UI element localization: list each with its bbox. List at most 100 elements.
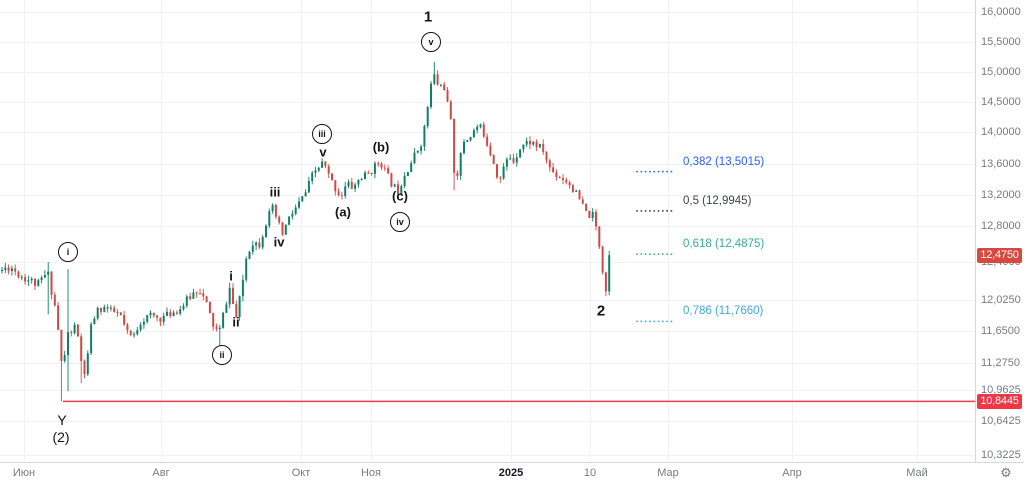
wave-label[interactable]: v <box>421 32 441 52</box>
candle-body <box>298 201 300 208</box>
candle-body <box>268 211 271 226</box>
time-tick-label: Апр <box>782 467 802 479</box>
candle-body <box>73 324 76 334</box>
wave-label[interactable]: i <box>58 242 78 262</box>
candle-body <box>152 312 155 316</box>
time-axis[interactable]: ⚙ Июн Авг Окт Ноя 2025 10 Мар Апр Май <box>0 462 1024 483</box>
wave-label[interactable]: 1 <box>423 8 433 26</box>
price-tick-label: 15,5000 <box>981 36 1021 48</box>
candle-body <box>274 204 277 217</box>
wave-label[interactable]: (c) <box>392 188 408 204</box>
wave-label[interactable]: ii <box>212 345 232 365</box>
candle-body <box>397 184 399 195</box>
candle-body <box>568 182 571 186</box>
wave-label[interactable]: (b) <box>372 139 390 155</box>
candle-body <box>63 355 66 361</box>
candle-body <box>522 144 525 150</box>
candle-body <box>100 307 102 312</box>
candle-body <box>106 306 109 309</box>
candle-body <box>357 180 360 185</box>
fib-retracement-lines[interactable] <box>636 170 676 323</box>
wave-label[interactable]: Y <box>57 412 67 428</box>
candle-body <box>443 84 446 91</box>
price-tick-label: 12,0250 <box>981 294 1021 306</box>
candle-body <box>156 315 159 318</box>
candle-body <box>304 192 307 197</box>
candle-body <box>525 140 528 145</box>
wave-label[interactable]: iii <box>312 124 332 144</box>
wave-label[interactable]: 2 <box>596 302 606 320</box>
price-tick-label: 16,0000 <box>981 6 1021 18</box>
candle-body <box>476 126 479 131</box>
candle-body <box>426 107 429 127</box>
candle-body <box>565 179 568 183</box>
candle-body <box>463 141 465 153</box>
fib-level-label[interactable]: 0,5 (12,9945) <box>683 194 752 207</box>
candle-body <box>241 279 244 297</box>
candle-body <box>406 172 409 177</box>
candle-body <box>446 90 449 102</box>
candle-body <box>393 184 396 187</box>
candle-body <box>321 161 324 168</box>
horizontal-line-price-badge: 10,8445 <box>977 393 1022 409</box>
wave-label[interactable]: iv <box>273 234 285 250</box>
candle-body <box>575 190 578 192</box>
grid-lines <box>0 0 975 461</box>
candle-body <box>228 287 231 305</box>
candle-body <box>30 278 33 281</box>
fib-level-label[interactable]: 0,382 (13,5015) <box>683 155 765 168</box>
wave-label[interactable]: iv <box>390 212 410 232</box>
candle-body <box>294 207 297 214</box>
wave-label[interactable]: i <box>229 268 233 284</box>
candle-body <box>109 307 112 309</box>
candle-body <box>185 296 188 306</box>
candle-body <box>14 268 17 272</box>
candle-body <box>552 167 555 173</box>
candle-body <box>370 172 373 174</box>
candle-body <box>119 312 122 315</box>
candle-body <box>562 178 564 180</box>
wave-label[interactable]: iii <box>269 184 281 200</box>
fib-level-label[interactable]: 0,618 (12,4875) <box>683 238 765 251</box>
wave-label[interactable]: ii <box>232 314 240 330</box>
current-price-badge: 12,4750 <box>977 247 1022 263</box>
candle-body <box>420 146 423 151</box>
candle-body <box>367 172 370 174</box>
price-tick-label: 13,6000 <box>981 158 1021 170</box>
candle-body <box>80 336 83 362</box>
candle-body <box>482 124 485 137</box>
candle-body <box>139 324 142 331</box>
price-tick-label: 14,5000 <box>981 96 1021 108</box>
candle-body <box>284 224 287 235</box>
candle-body <box>492 155 495 165</box>
candle-body <box>271 204 274 212</box>
candle-body <box>459 152 462 176</box>
price-tick-label: 10,9625 <box>981 384 1021 396</box>
candle-body <box>251 245 254 252</box>
candle-body <box>90 324 93 354</box>
candle-body <box>515 157 518 163</box>
wave-label[interactable]: (a) <box>335 204 351 220</box>
wave-label[interactable]: v <box>319 144 327 160</box>
candle-body <box>383 167 386 169</box>
wave-label[interactable]: (2) <box>52 429 70 445</box>
candle-body <box>182 305 185 310</box>
candle-body <box>166 311 168 316</box>
axis-settings-gear-icon[interactable]: ⚙ <box>994 464 1018 482</box>
candle-body <box>47 271 50 275</box>
candle-body <box>301 196 304 202</box>
candle-body <box>350 181 353 189</box>
time-tick-label: 10 <box>583 467 597 479</box>
candle-body <box>195 292 198 294</box>
fib-level-label[interactable]: 0,786 (11,7660) <box>683 305 764 318</box>
candle-body <box>591 211 594 218</box>
price-axis[interactable]: 12,4750 10,8445 16,0000 15,5000 15,0000 14,… <box>976 0 1024 462</box>
candle-body <box>548 160 551 168</box>
candle-body <box>499 177 502 179</box>
candle-body <box>354 184 357 189</box>
candle-body <box>364 172 366 180</box>
candle-body <box>538 143 541 148</box>
candle-body <box>311 172 314 182</box>
